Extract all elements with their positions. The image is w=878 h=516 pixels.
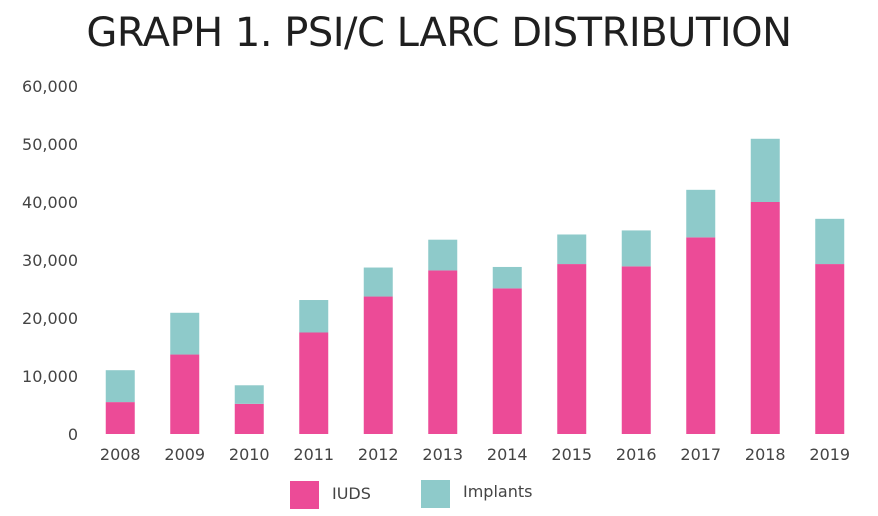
legend-label-implants: Implants	[463, 482, 532, 501]
bars	[105, 138, 845, 434]
x-tick-label-2013: 2013	[422, 445, 463, 464]
bar-iuds-2009	[170, 354, 200, 434]
x-tick-label-2012: 2012	[358, 445, 399, 464]
bar-iuds-2018	[750, 202, 780, 434]
x-tick-label-2019: 2019	[809, 445, 850, 464]
bar-iuds-2013	[428, 270, 458, 434]
legend-label-iuds: IUDS	[332, 484, 371, 503]
bar-implants-2017	[686, 189, 716, 238]
x-tick-label-2008: 2008	[100, 445, 141, 464]
x-tick-label-2018: 2018	[745, 445, 786, 464]
bar-iuds-2014	[492, 288, 522, 434]
y-tick-label-10000: 10,000	[22, 367, 78, 386]
bar-implants-2012	[363, 267, 393, 297]
x-axis: 2008 2009 2010 2011 2012 2013 2014 2015 2016 2017…	[100, 445, 850, 464]
bar-implants-2013	[428, 239, 458, 271]
bar-iuds-2016	[621, 266, 651, 434]
bar-implants-2018	[750, 138, 780, 202]
bar-iuds-2011	[299, 332, 329, 434]
bar-implants-2010	[234, 385, 264, 404]
bar-implants-2008	[105, 370, 135, 403]
bar-iuds-2008	[105, 402, 135, 434]
bar-implants-2016	[621, 230, 651, 267]
bar-implants-2014	[492, 266, 522, 289]
bar-iuds-2017	[686, 237, 716, 434]
x-tick-label-2016: 2016	[616, 445, 657, 464]
bar-iuds-2015	[557, 264, 587, 434]
bar-implants-2009	[170, 312, 200, 355]
y-tick-label-20000: 20,000	[22, 309, 78, 328]
y-tick-label-40000: 40,000	[22, 193, 78, 212]
y-tick-label-30000: 30,000	[22, 251, 78, 270]
legend: IUDS Implants	[290, 480, 532, 509]
y-axis: 0 10,000 20,000 30,000 40,000 50,000 60,000	[22, 77, 78, 444]
bar-iuds-2019	[815, 264, 845, 434]
x-tick-label-2010: 2010	[229, 445, 270, 464]
bar-implants-2019	[815, 218, 845, 265]
chart-title: GRAPH 1. PSI/C LARC DISTRIBUTION	[86, 10, 792, 56]
bar-implants-2015	[557, 234, 587, 265]
y-tick-label-60000: 60,000	[22, 77, 78, 96]
bar-implants-2011	[299, 300, 329, 333]
legend-swatch-iuds	[290, 481, 319, 509]
y-tick-label-50000: 50,000	[22, 135, 78, 154]
bar-iuds-2012	[363, 296, 393, 434]
x-tick-label-2011: 2011	[293, 445, 334, 464]
y-tick-label-0: 0	[68, 425, 78, 444]
legend-swatch-implants	[421, 480, 450, 508]
x-tick-label-2009: 2009	[164, 445, 205, 464]
x-tick-label-2015: 2015	[551, 445, 592, 464]
bar-iuds-2010	[234, 403, 264, 434]
x-tick-label-2014: 2014	[487, 445, 528, 464]
x-tick-label-2017: 2017	[680, 445, 721, 464]
